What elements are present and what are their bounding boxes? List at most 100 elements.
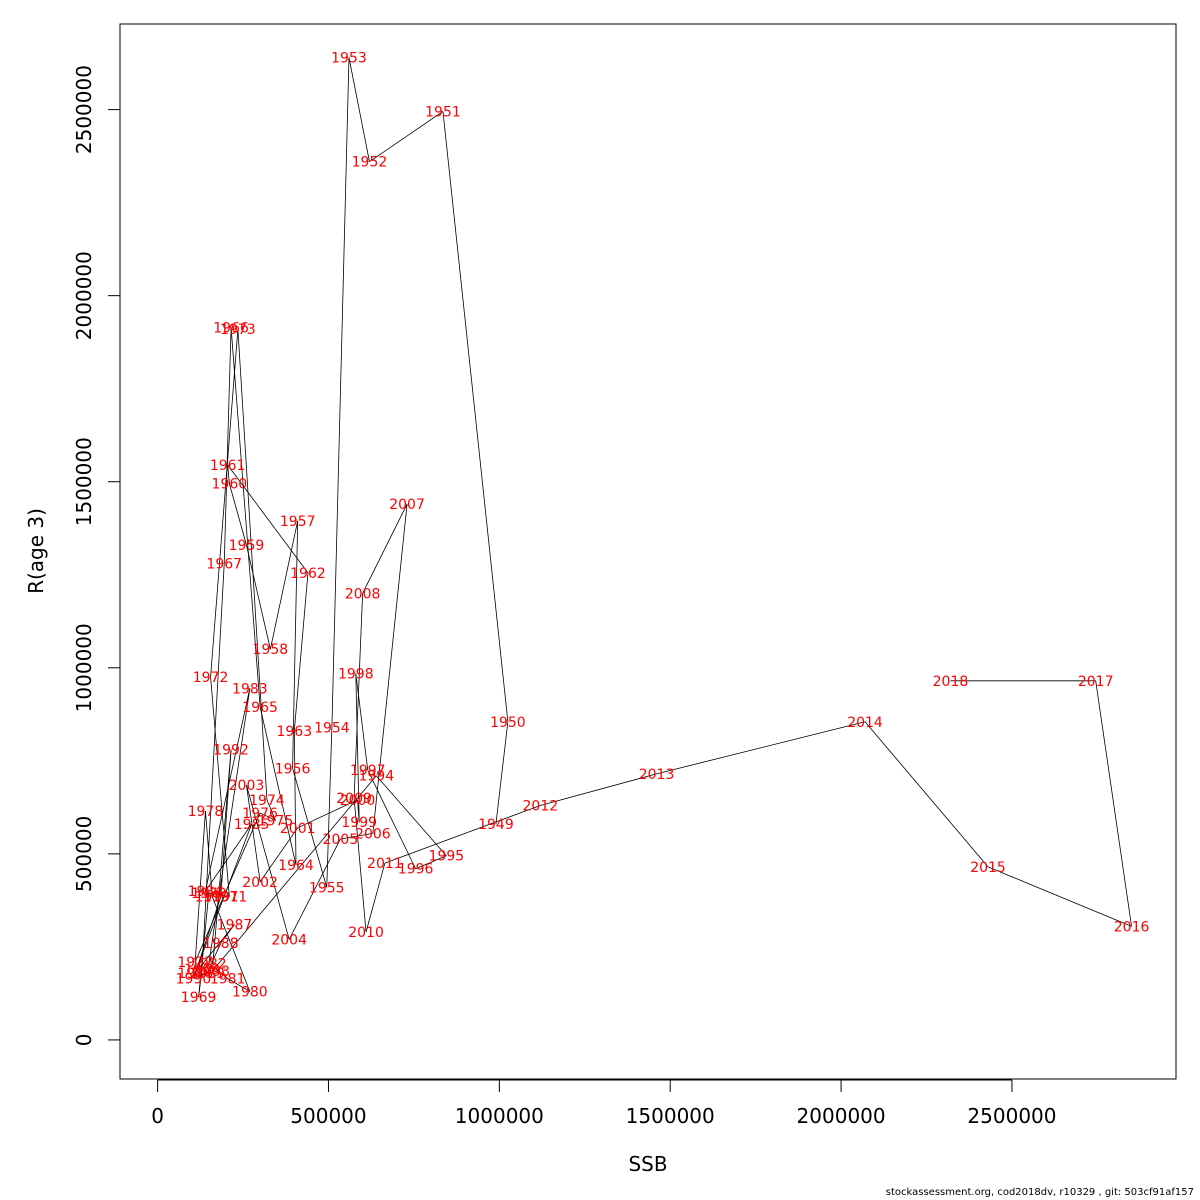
year-label-2000: 2000: [340, 793, 376, 809]
year-label-2013: 2013: [639, 767, 675, 783]
year-label-1966: 1966: [213, 320, 249, 336]
series-segment: [326, 727, 333, 888]
y-tick-label: 500000: [72, 816, 96, 892]
series-segment: [223, 327, 232, 564]
series-segment: [246, 784, 290, 940]
series-segment: [237, 329, 268, 800]
series-segment: [357, 799, 360, 823]
year-label-1998: 1998: [338, 666, 374, 682]
year-label-1981: 1981: [210, 972, 246, 988]
y-tick-label: 2000000: [72, 251, 96, 340]
year-label-1991: 1991: [203, 890, 239, 906]
year-label-2018: 2018: [933, 674, 969, 690]
year-label-2003: 2003: [229, 778, 265, 794]
series-segment: [194, 823, 252, 974]
year-label-1965: 1965: [242, 700, 278, 716]
series-segment: [355, 673, 369, 771]
series-segment: [367, 769, 416, 869]
series-segment: [415, 855, 447, 870]
series-segment: [293, 572, 309, 732]
series-segment: [211, 749, 232, 972]
year-label-1954: 1954: [314, 720, 350, 736]
year-label-1978: 1978: [188, 804, 224, 820]
series-segment: [208, 963, 228, 979]
series-segment: [193, 972, 208, 979]
year-label-1971: 1971: [212, 890, 248, 906]
series-segment: [227, 464, 230, 484]
series-segment: [369, 111, 444, 163]
year-label-2002: 2002: [242, 875, 278, 891]
year-label-1996: 1996: [398, 862, 434, 878]
plot-frame: [119, 23, 1177, 1080]
x-axis: 0 500000 1000000 1500000 2000000 2500000: [151, 1079, 1057, 1128]
year-label-1949: 1949: [478, 817, 514, 833]
series-segment: [353, 593, 364, 799]
year-label-1989: 1989: [189, 966, 225, 982]
year-label-1968: 1968: [184, 962, 220, 978]
year-label-1980: 1980: [232, 985, 268, 1001]
series-segment: [198, 892, 210, 998]
year-label-1974: 1974: [249, 793, 285, 809]
year-label-1960: 1960: [212, 477, 248, 493]
year-label-2017: 2017: [1078, 674, 1114, 690]
year-label-2006: 2006: [355, 826, 391, 842]
year-label-2011: 2011: [367, 856, 403, 872]
year-label-2016: 2016: [1114, 919, 1150, 935]
series-segment: [227, 978, 251, 992]
series-segment: [211, 896, 251, 992]
series-segment: [362, 503, 408, 594]
year-label-1963: 1963: [276, 724, 312, 740]
year-label-2012: 2012: [523, 798, 559, 814]
series-segment: [353, 798, 367, 933]
series-segment: [259, 827, 299, 882]
year-label-1975: 1975: [258, 813, 294, 829]
year-label-2007: 2007: [389, 497, 425, 513]
year-label-2004: 2004: [271, 932, 307, 948]
series-segment: [246, 784, 261, 882]
year-label-2010: 2010: [348, 925, 384, 941]
series-segment: [987, 866, 1132, 927]
year-label-1958: 1958: [253, 642, 289, 658]
year-label-1959: 1959: [229, 538, 265, 554]
series-segment: [288, 838, 341, 940]
year-label-1953: 1953: [331, 50, 367, 66]
x-tick-label: 500000: [290, 1104, 366, 1128]
y-tick-label: 0: [72, 1034, 96, 1047]
series-segment: [540, 773, 657, 806]
year-label-1977: 1977: [177, 955, 213, 971]
year-label-1986: 1986: [177, 966, 213, 982]
y-tick-label: 2500000: [72, 65, 96, 154]
year-label-1951: 1951: [425, 104, 461, 120]
year-label-2001: 2001: [280, 821, 316, 837]
x-axis-title: SSB: [628, 1152, 667, 1176]
series-segment: [194, 924, 235, 974]
year-label-1950: 1950: [490, 715, 526, 731]
series-segment: [355, 673, 360, 823]
year-label-1994: 1994: [358, 769, 394, 785]
series-segment: [331, 57, 350, 728]
year-label-1999: 1999: [341, 815, 377, 831]
year-label-1956: 1956: [275, 761, 311, 777]
footer-credit: stockassessment.org, cod2018dv, r10329 ,…: [885, 1187, 1194, 1198]
series-segment: [210, 329, 239, 678]
x-tick-label: 2000000: [797, 1104, 886, 1128]
series-segment: [297, 799, 358, 829]
year-label-1957: 1957: [280, 514, 316, 530]
year-label-1988: 1988: [203, 936, 239, 952]
year-label-1961: 1961: [210, 458, 246, 474]
year-label-1964: 1964: [278, 858, 314, 874]
series-segment: [365, 863, 386, 933]
year-label-1962: 1962: [290, 566, 326, 582]
year-label-2014: 2014: [847, 715, 883, 731]
year-label-1952: 1952: [352, 155, 388, 171]
series-segment: [210, 677, 230, 897]
series-segment: [228, 483, 247, 546]
year-label-1969: 1969: [181, 990, 217, 1006]
series-segment: [201, 563, 225, 970]
year-label-1972: 1972: [193, 670, 229, 686]
year-label-1979: 1979: [194, 890, 230, 906]
year-label-group: 1949 1950 1951 1952 1953 1954 1955 1956 1957 1958…: [176, 50, 1150, 1006]
x-tick-label: 1000000: [455, 1104, 544, 1128]
year-label-1982: 1982: [191, 957, 227, 973]
series-segment: [220, 924, 235, 944]
